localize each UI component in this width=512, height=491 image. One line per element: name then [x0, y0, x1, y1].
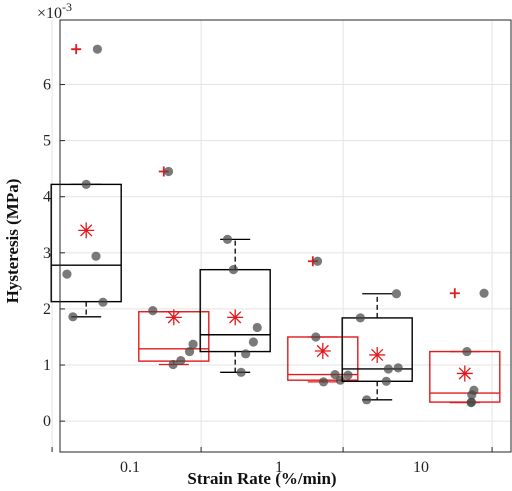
data-point	[381, 376, 391, 386]
data-point	[148, 306, 158, 316]
data-point	[68, 312, 78, 322]
data-point	[228, 265, 239, 275]
box-group	[50, 44, 122, 322]
data-point	[311, 332, 321, 342]
mean-marker	[165, 309, 182, 326]
box-plot-series	[50, 44, 501, 408]
box	[50, 183, 122, 303]
y-tick-label: 5	[43, 133, 51, 150]
data-point	[241, 349, 251, 359]
data-point	[312, 256, 323, 266]
data-point	[383, 364, 393, 374]
mean-marker	[369, 346, 386, 363]
data-point	[248, 337, 258, 347]
y-tick-label: 0	[43, 413, 51, 430]
outlier-marker	[71, 44, 82, 55]
mean-marker	[227, 309, 244, 326]
data-point	[467, 390, 477, 400]
x-tick-label: 0.1	[120, 459, 140, 476]
y-tick-label: 4	[43, 189, 51, 206]
outlier-marker	[449, 288, 460, 299]
data-point	[222, 234, 233, 244]
y-axis-title: Hysteresis (MPa)	[3, 179, 22, 304]
data-point	[318, 377, 329, 387]
data-point	[335, 375, 345, 385]
mean-marker	[314, 343, 331, 360]
data-point	[176, 355, 186, 366]
data-point	[479, 288, 489, 298]
data-point	[188, 339, 198, 349]
data-point	[462, 346, 472, 357]
data-point	[343, 370, 353, 380]
data-point	[236, 367, 246, 377]
data-point	[466, 398, 476, 408]
box-group	[341, 289, 413, 405]
box-group	[287, 256, 359, 387]
data-point	[62, 269, 72, 279]
data-point	[391, 289, 402, 299]
y-exponent-label: ×10-3	[37, 0, 72, 22]
data-point	[168, 359, 178, 370]
box-group	[199, 234, 271, 377]
box-group	[138, 166, 210, 370]
data-point	[81, 179, 91, 189]
mean-marker	[456, 365, 473, 382]
y-tick-label: 2	[43, 301, 51, 318]
data-point	[252, 322, 262, 333]
y-tick-label: 6	[43, 77, 51, 94]
axes-frame	[59, 19, 512, 453]
data-point	[163, 166, 174, 177]
y-tick-label: 3	[43, 245, 51, 262]
y-tick-label: 1	[43, 357, 51, 374]
x-axis-title: Strain Rate (%/min)	[187, 469, 336, 488]
x-tick-label: 1	[275, 459, 283, 476]
data-point	[92, 44, 102, 54]
mean-marker	[78, 222, 95, 239]
data-point	[393, 363, 403, 373]
data-point	[184, 346, 195, 357]
data-point	[362, 395, 372, 405]
data-point	[91, 251, 101, 261]
axis-ticks: 0 1 2 3 4 5 6 0.1 1 10	[43, 77, 493, 476]
data-point	[98, 297, 108, 307]
box	[341, 317, 413, 383]
data-point	[355, 313, 365, 323]
x-tick-label: 10	[413, 459, 429, 476]
box-group	[429, 288, 501, 408]
